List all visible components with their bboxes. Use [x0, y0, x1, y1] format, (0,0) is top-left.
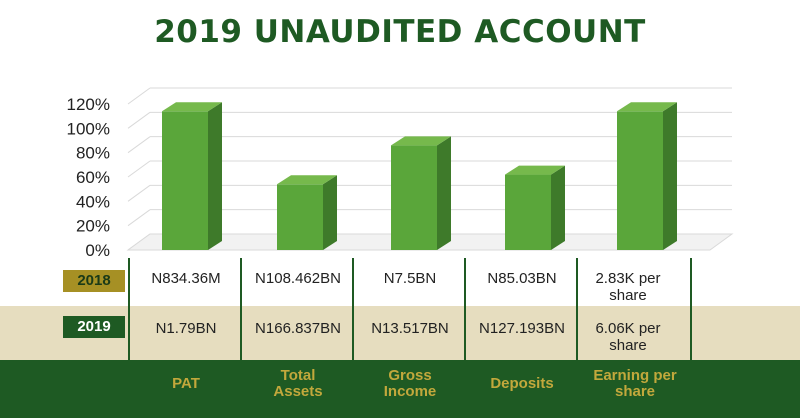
chart-title: 2019 UNAUDITED ACCOUNT [154, 14, 646, 50]
bar [162, 111, 208, 250]
bar-top [277, 175, 337, 185]
cell-2019-deposits: N127.193BN [479, 320, 565, 337]
bar-top [391, 136, 451, 146]
row-label-2018: 2018 [63, 270, 125, 292]
cell-2018-total-assets: N108.462BN [255, 270, 341, 287]
bar-side [663, 102, 677, 250]
bar-side [551, 165, 565, 250]
bar-chart: 0% 20% 40% 60% 80% 100% 120% [67, 87, 734, 260]
y-tick-label: 0% [85, 241, 110, 260]
cell-2019-total-assets: N166.837BN [255, 320, 341, 337]
bar [277, 184, 323, 250]
bar-side [437, 136, 451, 250]
bar-side [208, 102, 222, 250]
category-band [0, 360, 800, 418]
column-divider [576, 258, 578, 418]
grid-diagonal [127, 111, 151, 129]
column-divider [690, 258, 692, 418]
category-total-assets: Total Assets [273, 367, 323, 400]
grid-diagonal [127, 160, 151, 178]
category-eps: Earning per share [593, 367, 677, 400]
cell-2018-gross-income: N7.5BN [383, 270, 437, 287]
grid-diagonal [127, 87, 151, 105]
cell-2019-eps: 6.06K per share [595, 320, 661, 354]
grid-diagonal [127, 209, 151, 227]
y-tick-label: 20% [76, 217, 110, 236]
category-deposits: Deposits [490, 375, 554, 392]
row-label-2019: 2019 [63, 316, 125, 338]
cell-2018-deposits: N85.03BN [487, 270, 557, 287]
category-pat: PAT [172, 375, 200, 392]
grid-diagonal [127, 136, 151, 154]
bar-side [323, 175, 337, 250]
column-divider [240, 258, 242, 418]
cell-2018-eps: 2.83K per share [595, 270, 661, 304]
cell-2019-gross-income: N13.517BN [371, 320, 449, 337]
y-tick-label: 40% [76, 192, 110, 211]
cell-2018-pat: N834.36M [151, 270, 221, 287]
bar [617, 111, 663, 250]
y-tick-label: 100% [67, 119, 110, 138]
grid-diagonal [127, 184, 151, 202]
bar [505, 174, 551, 250]
bar-top [505, 165, 565, 175]
y-tick-label: 80% [76, 144, 110, 163]
y-tick-label: 60% [76, 168, 110, 187]
bar-top [617, 102, 677, 112]
column-divider [128, 258, 130, 418]
y-tick-label: 120% [67, 95, 110, 114]
column-divider [464, 258, 466, 418]
bar-top [162, 102, 222, 112]
bar [391, 145, 437, 250]
category-gross-income: Gross Income [383, 367, 437, 400]
row-2019-band [0, 306, 800, 360]
column-divider [352, 258, 354, 418]
cell-2019-pat: N1.79BN [155, 320, 217, 337]
